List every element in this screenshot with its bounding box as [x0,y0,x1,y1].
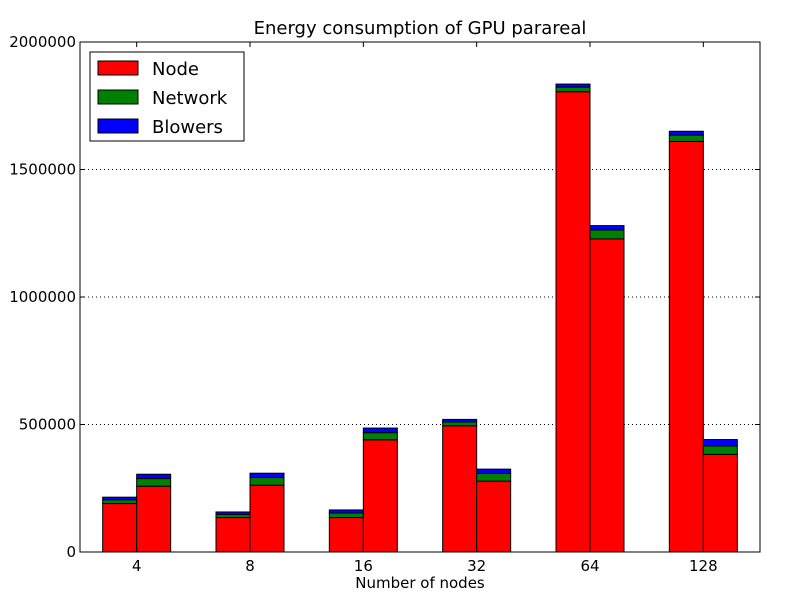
bar-network-right-32 [476,472,512,482]
chart-title: Energy consumption of GPU parareal [254,18,587,39]
bar-blowers-right-64 [589,225,625,231]
bar-node-left-32 [442,425,478,553]
x-tick-label: 64 [580,557,599,575]
legend-label-network: Network [152,88,228,109]
bar-node-left-16 [328,517,364,553]
legend-swatch-blowers [97,118,139,134]
bar-node-right-32 [476,480,512,553]
y-tick-label: 500000 [19,416,76,434]
bar-blowers-left-16 [328,509,364,514]
bar-network-right-64 [589,229,625,240]
grid-layer [80,169,760,425]
x-tick-label: 32 [467,557,486,575]
bar-network-right-128 [702,445,738,455]
bar-node-left-4 [102,503,138,553]
legend-label-blowers: Blowers [152,117,223,138]
bars-layer [102,83,738,553]
y-tick-label: 1000000 [9,288,76,306]
bar-node-right-8 [249,484,285,553]
bar-blowers-left-8 [215,511,251,516]
x-tick-label: 128 [689,557,718,575]
bar-node-right-16 [362,439,398,553]
legend-label-node: Node [152,59,199,80]
bar-blowers-left-128 [668,130,704,136]
bar-node-right-4 [136,485,172,553]
bar-network-left-64 [555,86,591,93]
y-tick-label: 1500000 [9,161,76,179]
bar-node-right-128 [702,453,738,553]
bar-network-left-32 [442,421,478,427]
bar-blowers-right-8 [249,472,285,479]
x-tick-label: 8 [245,557,255,575]
legend-swatch-network [97,89,139,105]
bar-blowers-right-128 [702,439,738,447]
x-axis-label: Number of nodes [355,574,485,592]
x-tick-label: 4 [132,557,142,575]
bar-node-left-64 [555,91,591,553]
bar-network-left-128 [668,134,704,142]
y-tick-label: 2000000 [9,33,76,51]
bar-node-left-8 [215,517,251,553]
bar-blowers-left-32 [442,418,478,423]
y-tick-label: 0 [66,543,76,561]
bar-network-right-4 [136,478,172,487]
legend: Node Network Blowers [89,51,245,142]
x-tick-label: 16 [354,557,373,575]
bar-blowers-left-64 [555,83,591,88]
bar-node-left-128 [668,140,704,553]
legend-swatch-node [97,60,139,76]
bar-network-left-4 [102,499,138,505]
bar-node-right-64 [589,238,625,553]
bar-blowers-right-32 [476,468,512,474]
bar-network-right-8 [249,477,285,486]
bar-blowers-right-16 [362,427,398,434]
bar-network-left-16 [328,512,364,519]
bar-network-right-16 [362,432,398,441]
ticks-layer: 0 500000 1000000 1500000 2000000 4 8 16 32 64 128 [9,33,760,575]
bar-blowers-left-4 [102,496,138,501]
bar-blowers-right-4 [136,473,172,480]
